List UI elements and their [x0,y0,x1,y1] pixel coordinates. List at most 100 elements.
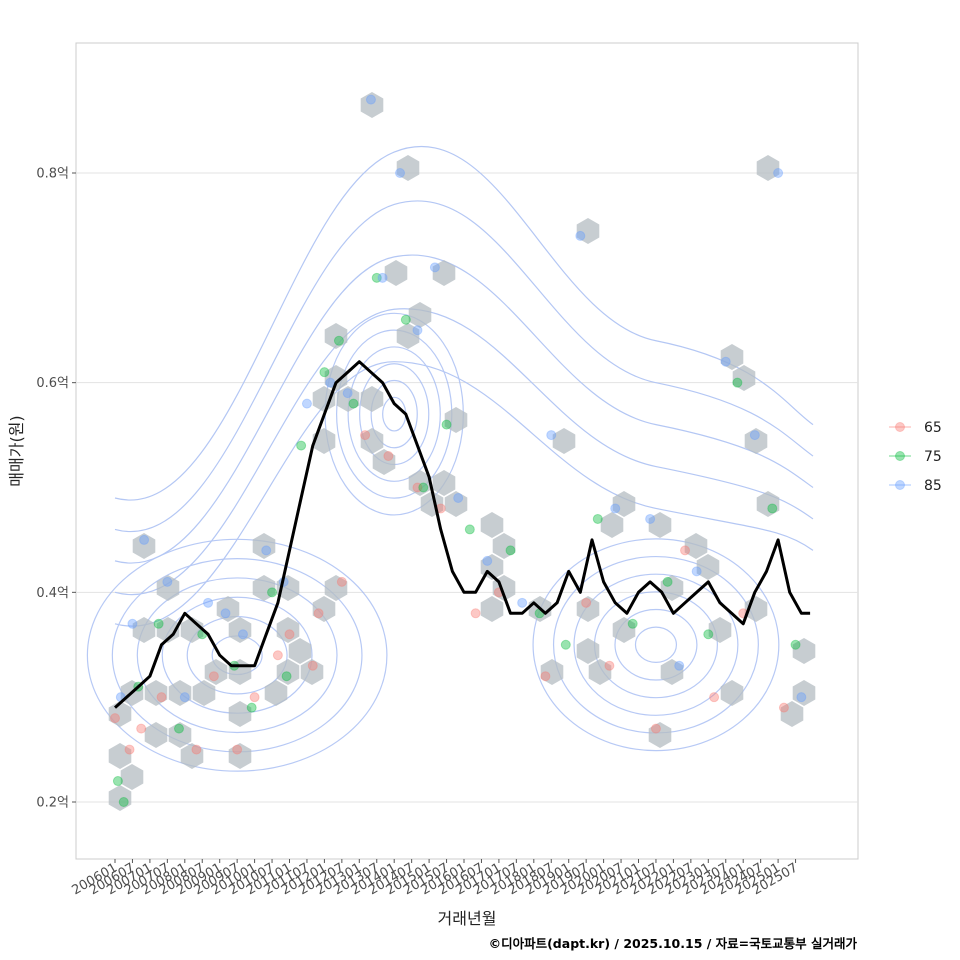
data-point-85 [179,692,190,703]
data-point-85 [139,534,150,545]
data-point-85 [773,168,784,178]
y-tick-label: 0.8억 [36,167,69,182]
moving-average-path [113,360,811,709]
data-point-75 [400,314,411,325]
hexbin-cell [600,512,624,538]
hexbin-cell [144,722,168,748]
hexbin-cell [576,596,600,622]
hexbin-cell [156,617,180,643]
data-point-65 [208,671,219,682]
hexbin-cell [444,491,468,517]
hexbin-cell [396,323,420,349]
data-point-75 [319,367,330,378]
data-point-65 [272,650,283,661]
hexbin-cell [612,491,636,517]
data-point-65 [360,430,371,441]
data-point-65 [336,576,347,587]
data-point-75 [348,398,359,409]
data-point-65 [156,692,167,703]
hexbin-cell [360,428,384,454]
x-axis: 2006012006072007012007072008012008072009… [70,859,801,898]
hexbin-cell [276,659,300,685]
hexbin-cell [696,554,720,580]
hexbin-cell [264,680,288,706]
data-point-75 [246,702,257,713]
data-point-65 [307,660,318,671]
hexbin-cell [288,638,312,664]
legend-label: 65 [924,420,942,436]
data-point-85 [720,356,731,367]
hexbin-cell [324,323,348,349]
y-axis: 0.2억 0.4억 0.6억 0.8억 [36,167,76,811]
density-contour [614,608,698,681]
density-contour [532,538,780,752]
data-point-75 [418,482,429,493]
data-point-65 [650,723,661,734]
data-point-85 [546,430,557,441]
data-point-75 [790,639,801,650]
hexbin-cell [156,575,180,601]
hexbin-cell [396,155,420,181]
hexbin-cell [684,533,708,559]
y-tick-label: 0.6억 [36,376,69,391]
hexbin-cell [120,764,144,790]
data-point-75 [118,797,129,807]
legend-key-point [895,422,905,432]
density-contour-outer [114,254,814,564]
hexbin-cell [492,533,516,559]
hexbin-cell [132,617,156,643]
data-point-65 [412,482,423,493]
data-point-65 [284,629,295,640]
data-point-85 [127,618,138,629]
data-point-65 [604,660,615,671]
data-point-85 [377,272,388,283]
hexbin-cell [408,470,432,496]
hexbin-cell [732,365,756,391]
hexbin-cell [324,365,348,391]
hexbin-cell [756,155,780,181]
hexbin-layer [108,92,816,811]
data-point-65 [110,713,120,724]
data-point-85 [412,325,423,336]
data-point-75 [592,513,603,524]
hexbin-cell [648,512,672,538]
hexbin-cell [228,701,252,727]
data-point-75 [267,587,278,598]
hexbin-cell [480,596,504,622]
hexbin-cell [540,659,564,685]
legend: 65 75 85 [889,420,942,494]
hexbin-cell [360,92,384,118]
hexbin-cell [660,659,684,685]
hexbin-cell [324,575,348,601]
data-point-85 [482,555,493,566]
hexbin-cell [228,617,252,643]
hexbin-cell [300,659,324,685]
source-caption: ©디아파트(dapt.kr) / 2025.10.15 / 자료=국토교통부 실… [489,936,858,951]
data-point-65 [470,608,481,619]
hexbin-cell [108,701,132,727]
density-contour [573,573,739,716]
hexbin-cell [372,449,396,475]
hexbin-cell [744,428,768,454]
hexbin-cell [720,680,744,706]
y-tick-label: 0.4억 [36,586,69,601]
hexbin-cell [360,386,384,412]
legend-key-point [895,480,905,490]
data-point-65 [383,451,394,462]
legend-label: 85 [924,478,942,494]
hexbin-cell [132,533,156,559]
data-point-75 [112,776,123,787]
data-point-85 [203,597,214,608]
hexbin-cell [108,743,132,769]
hexbin-cell [108,785,132,811]
hexbin-cell [720,344,744,370]
hexbin-cell [552,428,576,454]
density-contour [370,379,418,449]
hexbin-cell [192,680,216,706]
data-point-75 [371,272,382,283]
hexbin-cell [432,470,456,496]
hexbin-cell [228,743,252,769]
density-contour-outer [114,308,814,596]
data-point-65 [249,692,260,703]
